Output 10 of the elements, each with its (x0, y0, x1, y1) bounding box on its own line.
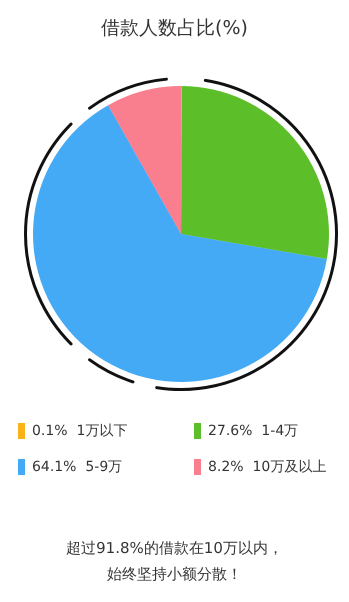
text: 超过91.8%的借款在10万以内， (66, 539, 283, 557)
text: 始终坚持小额分散！ (107, 565, 242, 583)
legend-label: 0.1% 1万以下 (32, 423, 128, 439)
pie-slice (33, 105, 327, 382)
legend-label: 64.1% 5-9万 (32, 459, 122, 475)
chart-title: 借款人数占比(%) (101, 17, 248, 39)
pie-slice (181, 86, 329, 259)
legend-label: 8.2% 10万及以上 (208, 459, 326, 475)
legend-label: 27.6% 1-4万 (208, 423, 298, 439)
pie-slice (108, 86, 181, 234)
